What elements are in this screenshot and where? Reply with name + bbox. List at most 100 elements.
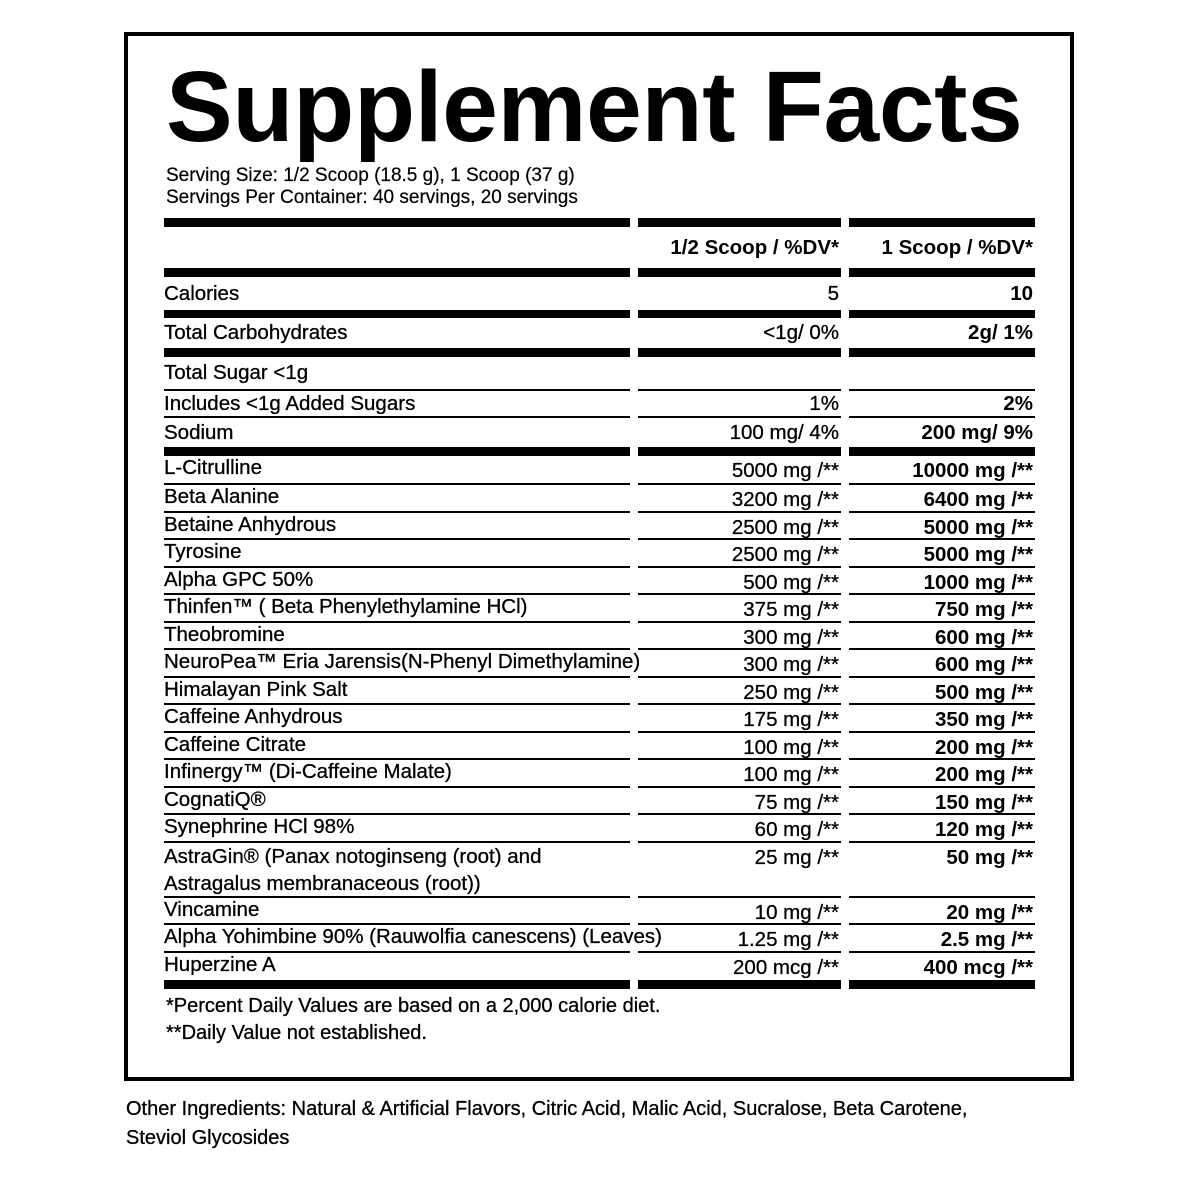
- divider-bar: [638, 348, 841, 357]
- divider-bar: [849, 447, 1035, 456]
- nutrient-row: Sodium 100 mg/ 4% 200 mg/ 9%: [164, 418, 1035, 447]
- ingredient-half-value: 60 mg /**: [638, 815, 841, 843]
- ingredient-half-value: 175 mg /**: [638, 705, 841, 733]
- ingredient-half-value: 3200 mg /**: [638, 485, 841, 513]
- ingredient-full-value: 400 mcg /**: [923, 955, 1033, 979]
- ingredient-label: Alpha Yohimbine 90% (Rauwolfia canescens…: [164, 925, 662, 953]
- divider-bar: [164, 218, 630, 227]
- divider-bar: [849, 980, 1035, 989]
- facts-table: 1/2 Scoop / %DV* 1 Scoop / %DV* Calories 5 1…: [164, 218, 1035, 989]
- ingredient-half-value: 250 mg /**: [638, 678, 841, 705]
- ingredient-row: Caffeine Anhydrous 175 mg /** 350 mg /**: [164, 705, 1035, 733]
- nutrient-full-value: [849, 357, 1035, 391]
- thick-divider: [164, 218, 1035, 227]
- ingredient-full-value: 600 mg /**: [849, 650, 1035, 678]
- ingredient-half-value: 75 mg /**: [638, 788, 841, 815]
- ingredient-label: Theobromine: [164, 623, 630, 650]
- nutrient-row: Calories 5 10: [164, 277, 1035, 310]
- ingredient-label: Caffeine Anhydrous: [164, 705, 630, 733]
- ingredient-row: NeuroPea™ Eria Jarensis(N-Phenyl Dimethy…: [164, 650, 1035, 678]
- nutrient-half-value: 1%: [638, 391, 841, 418]
- ingredient-half-value: 300 mg /**: [638, 650, 841, 678]
- ingredient-label: Synephrine HCl 98%: [164, 815, 630, 843]
- ingredient-row: Theobromine 300 mg /** 600 mg /**: [164, 623, 1035, 650]
- ingredient-label: CognatiQ®: [164, 788, 630, 815]
- column-header-full: 1 Scoop / %DV*: [881, 235, 1033, 259]
- ingredient-full-value: 5000 mg /**: [849, 513, 1035, 540]
- nutrient-full-value: 2g/ 1%: [968, 321, 1033, 344]
- ingredient-full-value: 120 mg /**: [849, 815, 1035, 843]
- ingredient-label: Himalayan Pink Salt: [164, 678, 630, 705]
- column-header-row: 1/2 Scoop / %DV* 1 Scoop / %DV*: [164, 227, 1035, 268]
- ingredient-row: Alpha GPC 50% 500 mg /** 1000 mg /**: [164, 568, 1035, 595]
- nutrient-row: Total Sugar <1g: [164, 357, 1035, 391]
- ingredient-full-value: 10000 mg /**: [849, 456, 1035, 485]
- ingredient-row: L-Citrulline 5000 mg /** 10000 mg /**: [164, 456, 1035, 485]
- ingredient-row: Infinergy™ (Di-Caffeine Malate) 100 mg /*…: [164, 760, 1035, 788]
- nutrient-label: Includes <1g Added Sugars: [164, 391, 630, 418]
- ingredient-half-value: 10 mg /**: [638, 898, 841, 925]
- divider-bar: [849, 218, 1035, 227]
- divider-bar: [638, 268, 841, 277]
- ingredient-row: CognatiQ® 75 mg /** 150 mg /**: [164, 788, 1035, 815]
- ingredient-full-value: 1000 mg /**: [849, 568, 1035, 595]
- divider-bar: [164, 447, 630, 456]
- ingredient-label: NeuroPea™ Eria Jarensis(N-Phenyl Dimethy…: [164, 650, 640, 678]
- ingredient-row: Huperzine A 200 mcg /** 400 mcg /**: [164, 953, 1035, 981]
- ingredient-row: Vincamine 10 mg /** 20 mg /**: [164, 898, 1035, 925]
- ingredient-full-value: 200 mg /**: [849, 760, 1035, 788]
- supplement-facts-panel: [124, 32, 1074, 1081]
- ingredient-full-value: 750 mg /**: [849, 595, 1035, 623]
- divider-bar: [849, 310, 1035, 318]
- ingredient-full-value: 350 mg /**: [849, 705, 1035, 733]
- servings-per-container: Servings Per Container: 40 servings, 20 …: [166, 187, 578, 208]
- panel-title: Supplement Facts: [166, 51, 1023, 163]
- thick-divider: [164, 447, 1035, 456]
- divider-bar: [638, 447, 841, 456]
- ingredient-half-value: 2500 mg /**: [638, 540, 841, 568]
- ingredient-label: AstraGin® (Panax notoginseng (root) and …: [164, 843, 630, 898]
- ingredient-label: L-Citrulline: [164, 456, 630, 485]
- nutrient-full-value: 10: [1010, 281, 1033, 305]
- ingredient-label: Beta Alanine: [164, 485, 630, 513]
- nutrient-label: Total Carbohydrates: [164, 321, 348, 344]
- nutrient-half-value: 5: [827, 281, 839, 305]
- divider-bar: [164, 980, 630, 989]
- ingredient-full-value: 2.5 mg /**: [849, 925, 1035, 953]
- divider-bar: [849, 268, 1035, 277]
- ingredient-label: Vincamine: [164, 898, 630, 925]
- ingredient-row: Tyrosine 2500 mg /** 5000 mg /**: [164, 540, 1035, 568]
- ingredient-full-value: 200 mg /**: [849, 733, 1035, 760]
- footnote-not-established: **Daily Value not established.: [166, 1022, 427, 1044]
- ingredient-row: Himalayan Pink Salt 250 mg /** 500 mg /**: [164, 678, 1035, 705]
- divider-bar: [164, 310, 630, 318]
- footnote-dv: *Percent Daily Values are based on a 2,0…: [166, 995, 661, 1017]
- nutrient-label: Sodium: [164, 420, 234, 444]
- nutrient-row: Includes <1g Added Sugars 1% 2%: [164, 391, 1035, 418]
- ingredient-full-value: 500 mg /**: [849, 678, 1035, 705]
- ingredient-row: Betaine Anhydrous 2500 mg /** 5000 mg /**: [164, 513, 1035, 540]
- thick-divider: [164, 310, 1035, 318]
- ingredient-row: AstraGin® (Panax notoginseng (root) and …: [164, 843, 1035, 898]
- divider-bar: [638, 218, 841, 227]
- nutrient-label: Calories: [164, 281, 240, 305]
- ingredient-half-value: 200 mcg /**: [733, 955, 839, 979]
- ingredient-half-value: 500 mg /**: [638, 568, 841, 595]
- ingredient-label: Alpha GPC 50%: [164, 568, 630, 595]
- ingredient-label: Betaine Anhydrous: [164, 513, 630, 540]
- nutrient-half-value: [638, 357, 841, 391]
- ingredient-label: Thinfen™ ( Beta Phenylethylamine HCl): [164, 595, 630, 623]
- ingredient-full-value: 150 mg /**: [849, 788, 1035, 815]
- header-spacer: [164, 227, 630, 268]
- divider-bar: [849, 348, 1035, 357]
- ingredient-full-value: 5000 mg /**: [849, 540, 1035, 568]
- ingredient-label: Infinergy™ (Di-Caffeine Malate): [164, 760, 630, 788]
- thick-divider: [164, 268, 1035, 277]
- ingredient-row: Synephrine HCl 98% 60 mg /** 120 mg /**: [164, 815, 1035, 843]
- divider-bar: [164, 348, 630, 357]
- nutrient-half-value: <1g/ 0%: [763, 321, 839, 344]
- nutrient-label: Total Sugar <1g: [164, 357, 630, 391]
- ingredient-label: Tyrosine: [164, 540, 630, 568]
- ingredient-row: Beta Alanine 3200 mg /** 6400 mg /**: [164, 485, 1035, 513]
- ingredient-full-value: 6400 mg /**: [849, 485, 1035, 513]
